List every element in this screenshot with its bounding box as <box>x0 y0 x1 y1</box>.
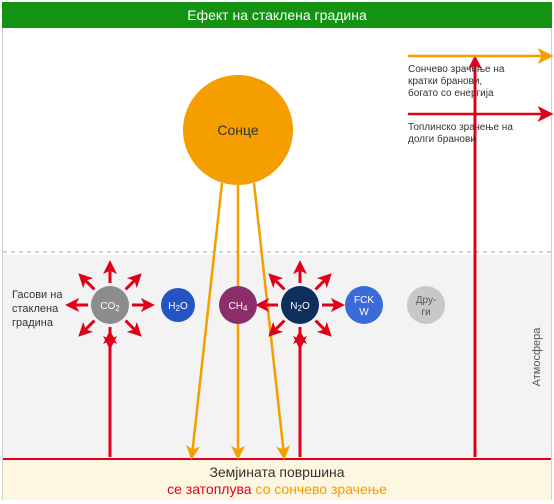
sun-label: Сонце <box>217 122 258 138</box>
legend-solar-line1: Сончево зрачење на <box>408 64 505 75</box>
svg-text:FCK: FCK <box>354 295 374 306</box>
gas-label-line: Гасови на <box>12 289 63 301</box>
svg-text:CO2: CO2 <box>100 301 120 313</box>
earth-line2: се затоплува со сончево зрачење <box>167 481 387 497</box>
svg-text:N2O: N2O <box>290 301 310 313</box>
legend-heat-line1: Топлинско зрачење на <box>408 122 513 133</box>
svg-text:ги: ги <box>421 307 430 318</box>
diagram-frame: Ефект на стаклена градина СонцеCO2H2OCH4… <box>0 0 554 504</box>
earth-line1: Земјината површина <box>209 464 344 480</box>
legend-heat-line2: долги бранови <box>408 133 476 145</box>
legend-solar-line3: богато со енергија <box>408 87 494 99</box>
svg-text:Дру-: Дру- <box>416 295 437 306</box>
legend-solar-line2: кратки бранови, <box>408 75 482 87</box>
svg-text:H2O: H2O <box>168 301 188 313</box>
svg-text:CH4: CH4 <box>229 301 248 313</box>
atmosphere-label: Атмосфера <box>531 327 543 387</box>
gas-label-line: стаклена <box>12 303 59 315</box>
svg-text:W: W <box>359 307 369 318</box>
diagram-svg: Сонце CO2 H2O CH4 N2O FCKW Дру-ги Гасови на стак… <box>0 0 554 504</box>
gas-label-line: градина <box>12 317 54 329</box>
